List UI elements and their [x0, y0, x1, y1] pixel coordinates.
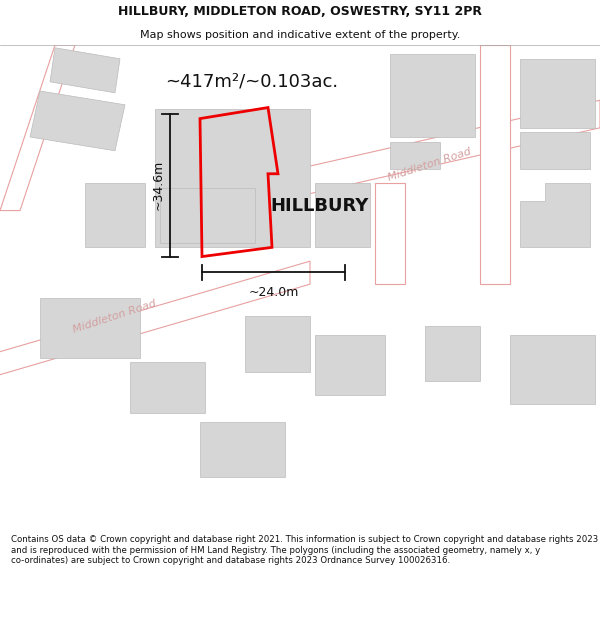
Polygon shape [375, 183, 405, 284]
Polygon shape [390, 54, 475, 137]
Polygon shape [0, 45, 75, 211]
Polygon shape [510, 335, 595, 404]
Polygon shape [315, 183, 370, 248]
Text: ~417m²/~0.103ac.: ~417m²/~0.103ac. [165, 72, 338, 91]
Polygon shape [425, 326, 480, 381]
Text: Middleton Road: Middleton Road [387, 146, 473, 182]
Polygon shape [130, 362, 205, 413]
Text: ~34.6m: ~34.6m [152, 160, 165, 211]
Polygon shape [480, 45, 510, 284]
Polygon shape [30, 91, 125, 151]
Text: HILLBURY: HILLBURY [271, 197, 369, 215]
Polygon shape [195, 100, 600, 220]
Polygon shape [40, 298, 140, 358]
Polygon shape [155, 109, 310, 248]
Text: Map shows position and indicative extent of the property.: Map shows position and indicative extent… [140, 30, 460, 40]
Polygon shape [0, 261, 310, 376]
Polygon shape [520, 132, 590, 169]
Polygon shape [245, 316, 310, 371]
Polygon shape [50, 48, 120, 93]
Polygon shape [520, 59, 595, 127]
Polygon shape [315, 335, 385, 394]
Polygon shape [390, 142, 440, 169]
Text: Middleton Road: Middleton Road [72, 298, 158, 334]
Polygon shape [160, 188, 255, 242]
Polygon shape [200, 422, 285, 478]
Polygon shape [520, 183, 590, 248]
Text: HILLBURY, MIDDLETON ROAD, OSWESTRY, SY11 2PR: HILLBURY, MIDDLETON ROAD, OSWESTRY, SY11… [118, 5, 482, 18]
Polygon shape [85, 183, 145, 248]
Text: ~24.0m: ~24.0m [248, 286, 299, 299]
Text: Contains OS data © Crown copyright and database right 2021. This information is : Contains OS data © Crown copyright and d… [11, 535, 598, 565]
